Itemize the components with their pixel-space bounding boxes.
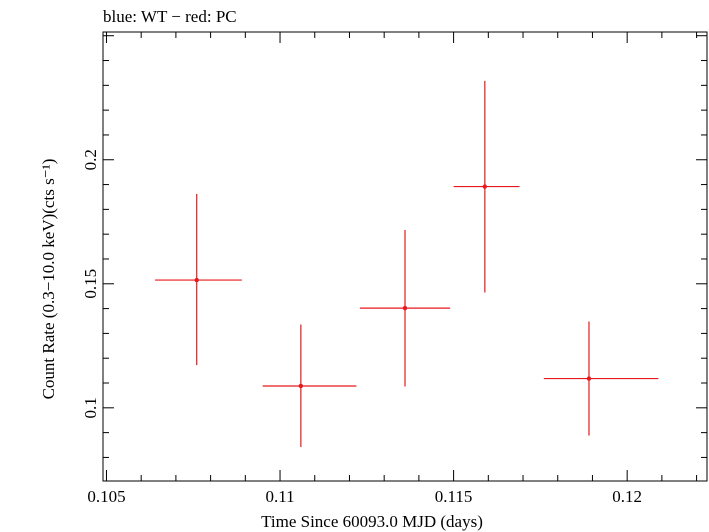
plot-frame <box>102 31 708 482</box>
axis-ticks <box>103 32 707 481</box>
data-point <box>543 321 659 436</box>
point-marker <box>482 184 488 189</box>
y-tick-label: 0.2 <box>81 149 100 170</box>
x-tick-label: 0.115 <box>435 487 473 506</box>
x-tick-labels: 0.105 0.11 0.115 0.12 <box>87 487 642 506</box>
y-tick-labels: 0.1 0.15 0.2 <box>81 149 100 418</box>
y-axis-label: Count Rate (0.3−10.0 keV)(cts s⁻¹) <box>39 159 58 400</box>
x-tick-label: 0.12 <box>612 487 642 506</box>
x-tick-label: 0.105 <box>87 487 125 506</box>
data-points <box>155 80 659 448</box>
point-marker <box>194 277 199 283</box>
data-point <box>453 80 520 293</box>
data-point <box>359 229 451 387</box>
data-point <box>155 193 242 366</box>
point-marker <box>298 383 304 389</box>
point-marker <box>586 376 592 381</box>
point-marker <box>402 305 408 311</box>
data-point <box>262 324 357 448</box>
y-tick-label: 0.1 <box>81 397 100 418</box>
chart-title: blue: WT − red: PC <box>103 7 237 26</box>
x-axis-label: Time Since 60093.0 MJD (days) <box>261 512 483 531</box>
y-tick-label: 0.15 <box>81 269 100 299</box>
x-tick-label: 0.11 <box>265 487 294 506</box>
